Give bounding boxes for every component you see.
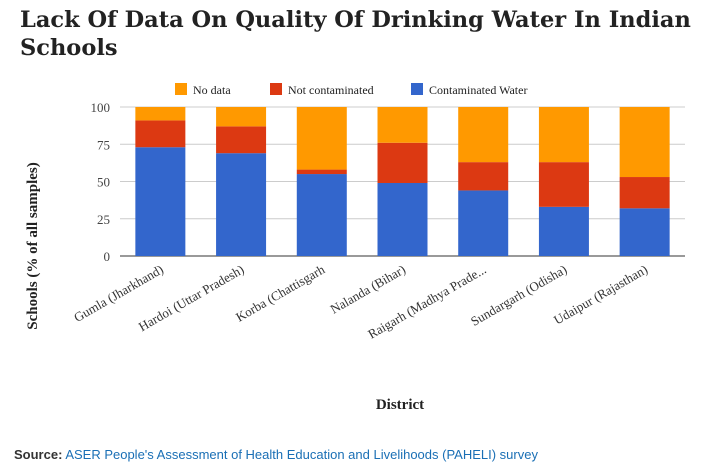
y-axis-title: Schools (% of all samples) bbox=[25, 162, 41, 330]
y-tick-label-0: 0 bbox=[104, 249, 111, 264]
y-tick-label-75: 75 bbox=[97, 137, 110, 152]
legend-label-not-contaminated: Not contaminated bbox=[288, 83, 374, 97]
bar-not-contaminated-0 bbox=[135, 120, 186, 148]
bar-no-data-6 bbox=[619, 107, 670, 178]
bar-not-contaminated-6 bbox=[619, 177, 670, 209]
bar-no-data-1 bbox=[216, 107, 267, 127]
bar-not-contaminated-2 bbox=[296, 169, 347, 175]
bar-no-data-3 bbox=[377, 107, 428, 143]
bar-contaminated-water-0 bbox=[135, 147, 186, 256]
legend-swatch-contaminated-water bbox=[411, 83, 423, 95]
y-tick-label-25: 25 bbox=[97, 212, 110, 227]
legend-swatch-not-contaminated bbox=[270, 83, 282, 95]
y-tick-label-100: 100 bbox=[91, 100, 111, 115]
bar-contaminated-water-2 bbox=[296, 174, 347, 256]
bar-not-contaminated-5 bbox=[538, 162, 589, 207]
chart-title: Lack Of Data On Quality Of Drinking Wate… bbox=[20, 7, 691, 61]
bar-no-data-2 bbox=[296, 107, 347, 170]
x-tick-label-3: Nalanda (Bihar) bbox=[328, 262, 408, 317]
bar-no-data-5 bbox=[538, 107, 589, 163]
bar-no-data-0 bbox=[135, 107, 186, 121]
x-tick-label-2: Korba (Chattisgarh bbox=[233, 261, 328, 324]
bar-contaminated-water-1 bbox=[216, 153, 267, 256]
legend-label-contaminated-water: Contaminated Water bbox=[429, 83, 527, 97]
legend-swatch-no-data bbox=[175, 83, 187, 95]
bar-contaminated-water-4 bbox=[458, 190, 509, 256]
x-axis-title: District bbox=[376, 397, 424, 413]
bar-no-data-4 bbox=[458, 107, 509, 163]
source-line: Source: ASER People's Assessment of Heal… bbox=[14, 447, 538, 462]
bar-not-contaminated-4 bbox=[458, 162, 509, 191]
bar-not-contaminated-1 bbox=[216, 126, 267, 154]
y-tick-label-50: 50 bbox=[97, 175, 110, 190]
bar-contaminated-water-3 bbox=[377, 182, 428, 256]
bar-contaminated-water-6 bbox=[619, 208, 670, 256]
bar-not-contaminated-3 bbox=[377, 142, 428, 183]
legend-label-no-data: No data bbox=[193, 83, 231, 97]
source-label: Source: bbox=[14, 447, 63, 462]
bar-contaminated-water-5 bbox=[538, 206, 589, 256]
source-link[interactable]: ASER People's Assessment of Health Educa… bbox=[65, 447, 538, 462]
